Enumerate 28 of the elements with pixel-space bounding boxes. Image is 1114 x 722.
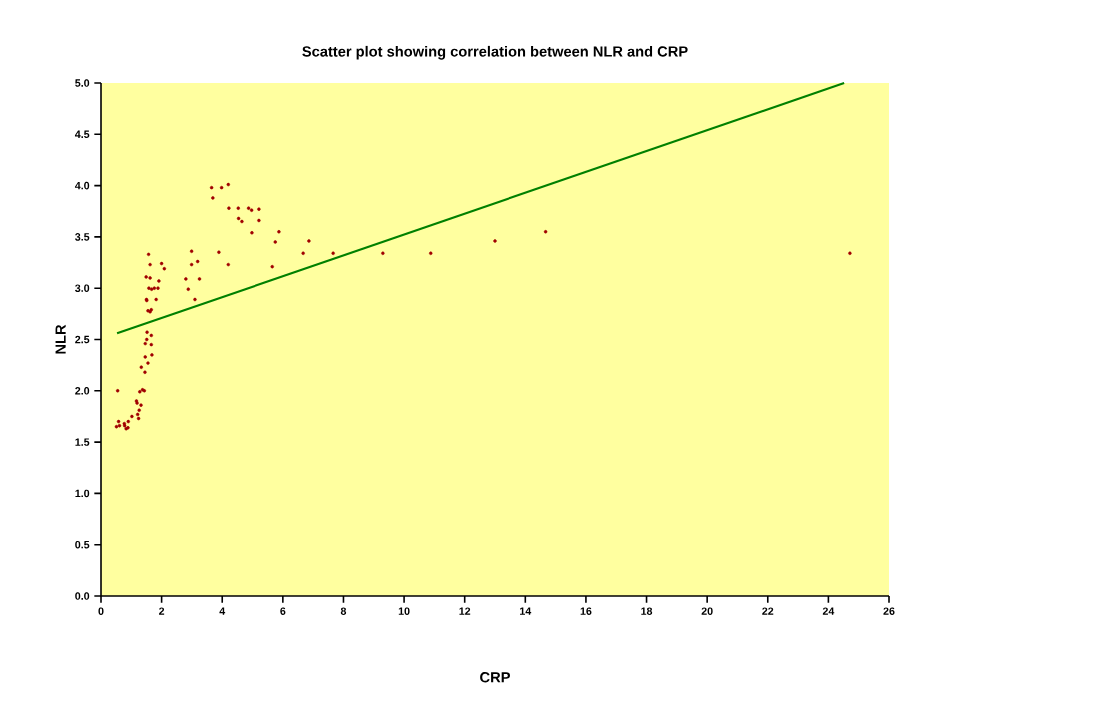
x-tick-label: 14 [520,607,532,615]
x-tick-label: 24 [822,607,835,615]
y-tick-label: 2.0 [75,387,90,395]
y-tick-label: 5.0 [75,79,90,87]
x-tick-label: 22 [762,607,774,615]
y-axis-title: NLR [55,324,66,354]
x-tick-label: 6 [280,607,286,615]
y-tick-label: 0.0 [75,592,90,600]
x-tick-label: 12 [459,607,471,615]
y-tick-label: 0.5 [75,540,90,549]
y-tick-label: 2.5 [75,335,90,344]
x-tick-label: 2 [159,607,165,615]
x-tick-label: 16 [580,607,592,615]
x-tick-label: 10 [398,607,410,615]
x-axis-title: CRP [480,672,510,683]
chart-title: Scatter plot showing correlation between NLR and CRP [302,45,688,60]
y-tick-label: 4.0 [74,181,90,190]
x-tick-label: 26 [883,607,895,615]
x-tick-label: 8 [340,607,347,615]
y-tick-label: 3.5 [75,233,90,241]
y-tick-label: 4.5 [74,130,90,139]
x-tick-label: 0 [98,607,104,615]
y-tick-label: 3.0 [75,284,90,292]
y-tick-label: 1.5 [75,438,90,446]
y-tick-label: 1.0 [75,489,90,498]
x-tick-label: 4 [219,607,226,615]
x-tick-label: 20 [701,607,713,615]
x-tick-label: 18 [641,607,653,615]
